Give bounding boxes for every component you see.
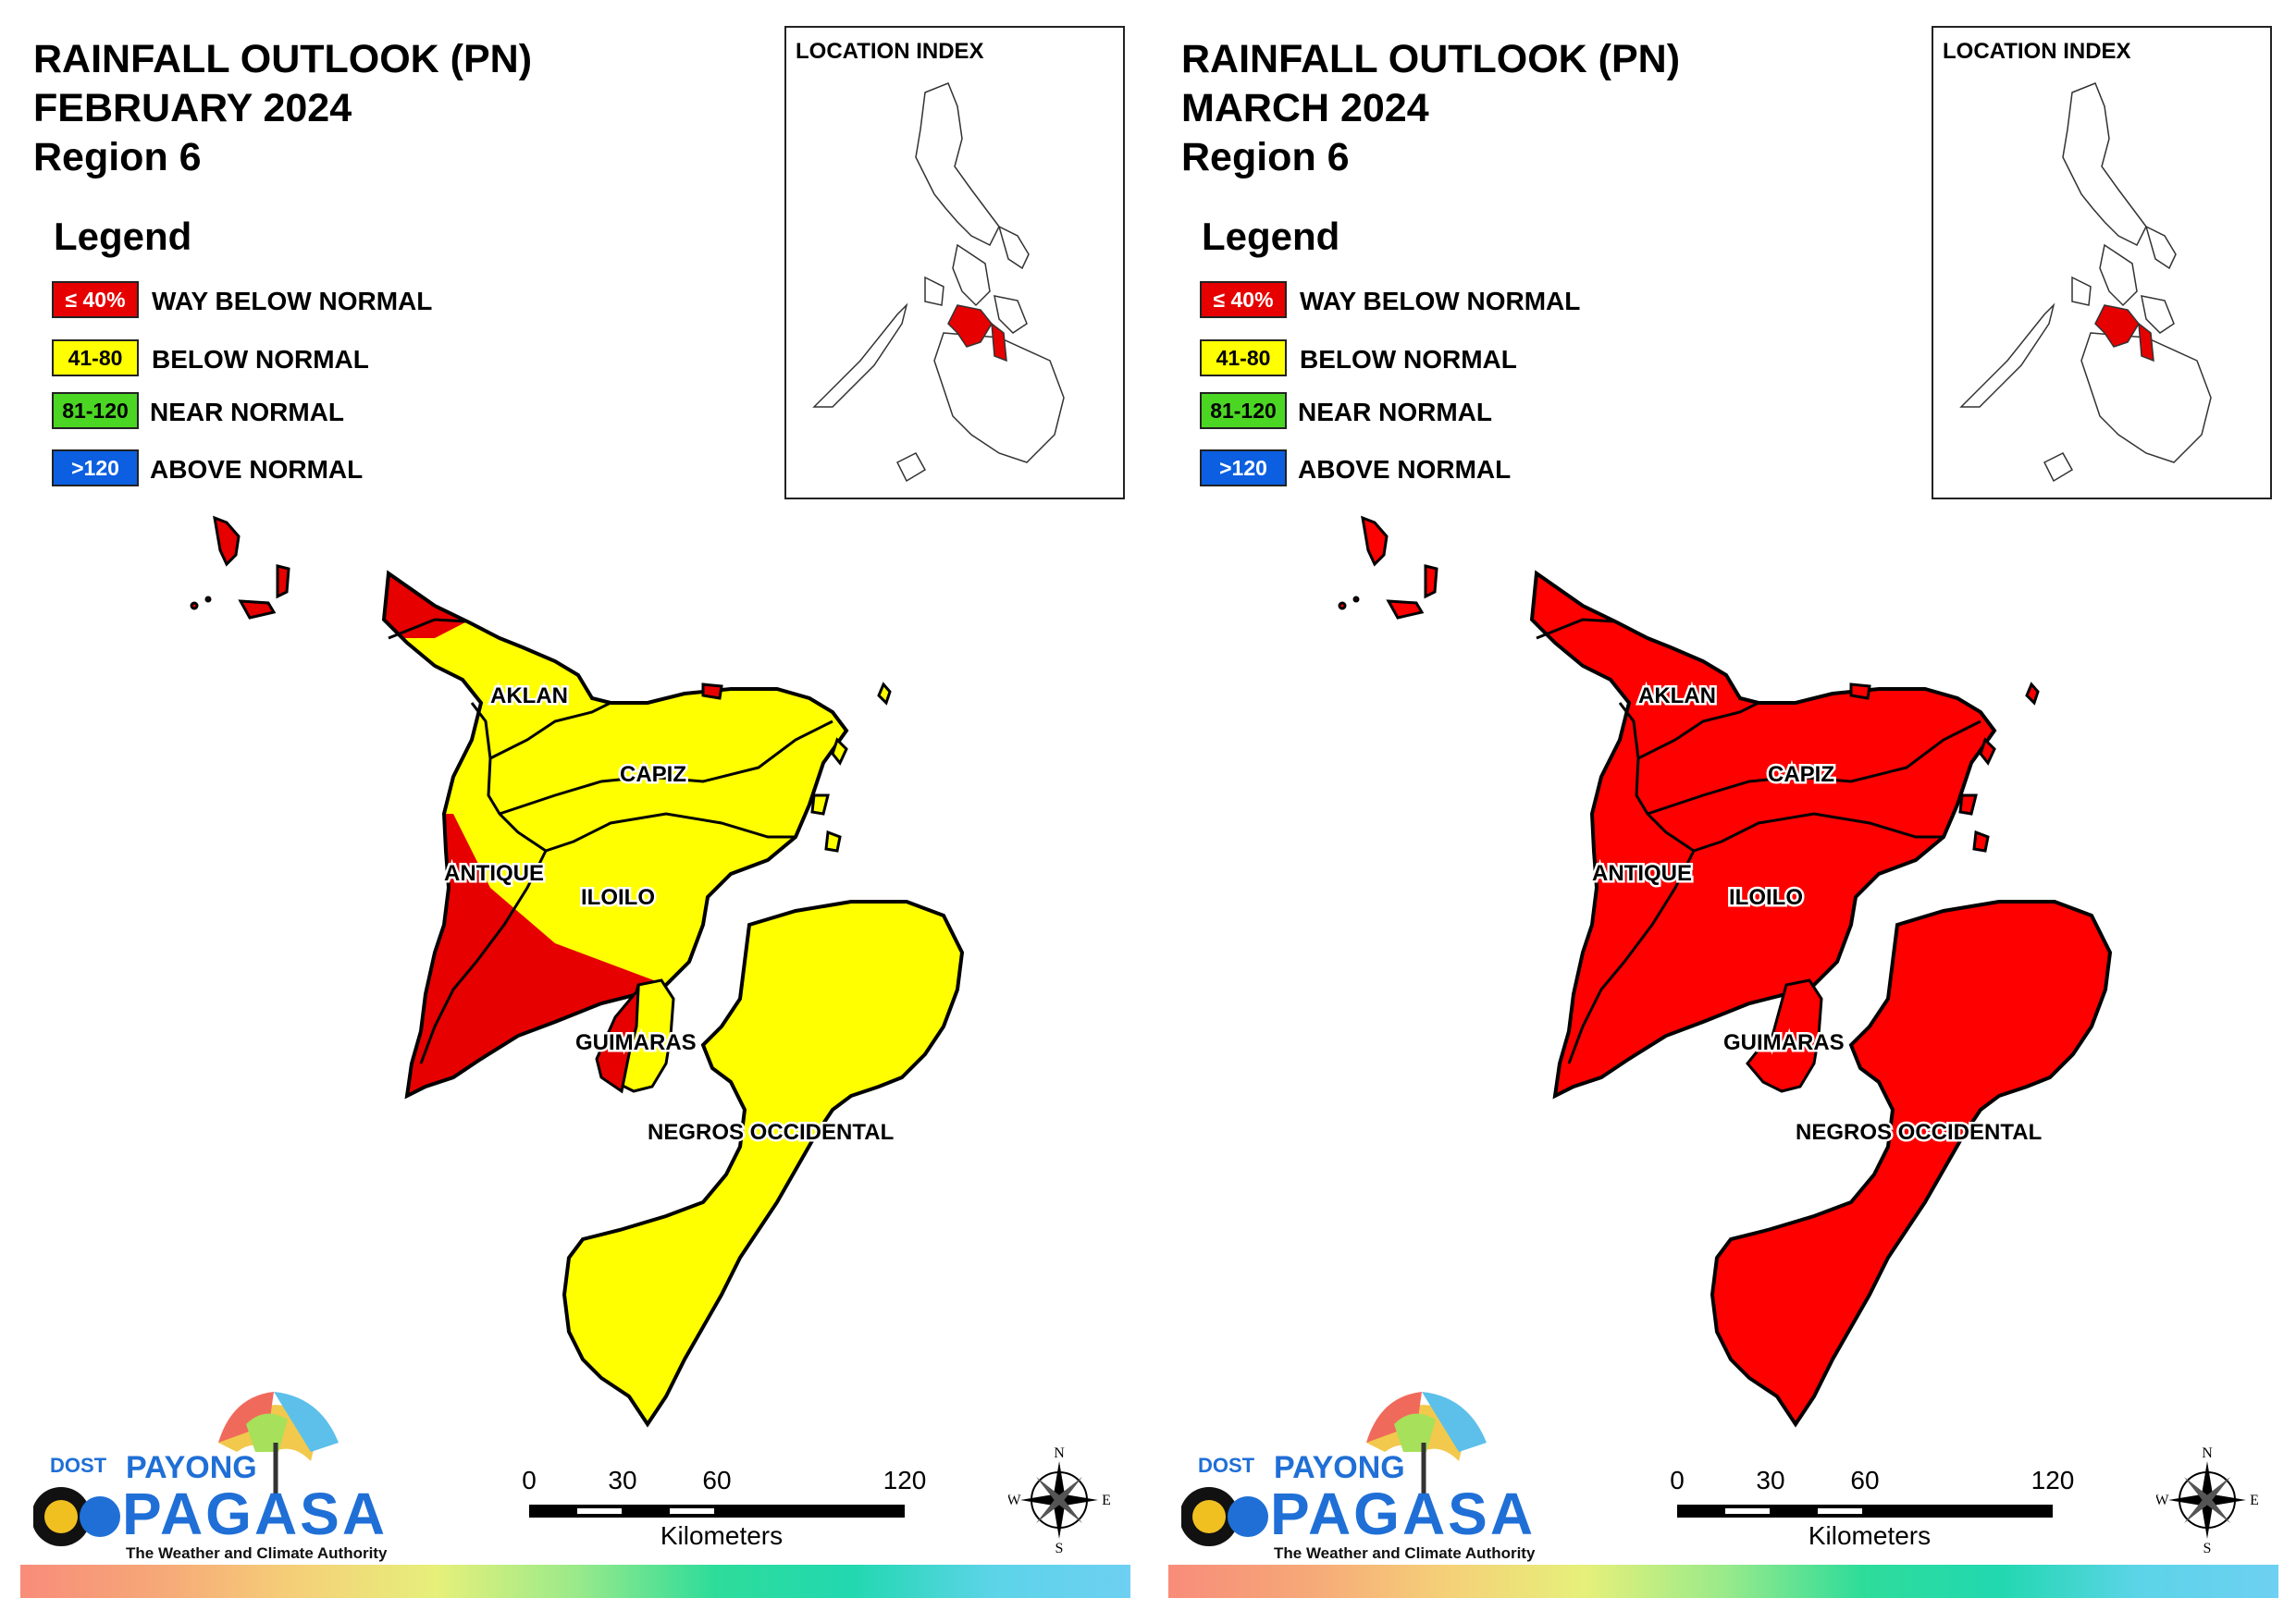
legend-title: Legend (54, 215, 192, 258)
province-label-aklan: AKLAN (1638, 683, 1716, 708)
scale-tick: 30 (1756, 1466, 1785, 1494)
location-index: LOCATION INDEX (784, 26, 1125, 499)
bottom-color-bar (20, 1565, 1130, 1598)
map-title: RAINFALL OUTLOOK (PN) MARCH 2024 Region … (1181, 35, 1680, 182)
scale-tick: 0 (1670, 1466, 1685, 1494)
legend-swatch: 81-120 (52, 392, 139, 429)
province-label-antique: ANTIQUE (444, 861, 544, 886)
negros-occidental-shape (1710, 900, 2113, 1428)
legend-label: WAY BELOW NORMAL (152, 287, 433, 315)
province-label-capiz: CAPIZ (620, 762, 686, 787)
location-index: LOCATION INDEX (1932, 26, 2272, 499)
province-boundaries (388, 618, 833, 1064)
province-label-negros-occidental: NEGROS OCCIDENTAL (648, 1120, 894, 1145)
map-title: RAINFALL OUTLOOK (PN) FEBRUARY 2024 Regi… (33, 35, 532, 182)
compass-rose-icon: N S E W (1006, 1443, 1110, 1556)
province-label-capiz: CAPIZ (1768, 762, 1834, 787)
title-line-3: Region 6 (1181, 135, 1350, 179)
compass-s: S (1055, 1541, 1064, 1554)
province-label-iloilo: ILOILO (581, 885, 655, 910)
province-label-guimaras: GUIMARAS (1723, 1030, 1845, 1055)
title-line-2: FEBRUARY 2024 (33, 86, 352, 130)
scale-bar: 0 30 60 120 Kilometers (1666, 1466, 2075, 1550)
philippines-index-map (812, 82, 1065, 483)
pagasa-logo: DOST PAYONG PAGASA The Weather and Clima… (33, 1387, 389, 1563)
eastern-islets (1849, 682, 2040, 853)
province-label-guimaras: GUIMARAS (575, 1030, 697, 1055)
philippines-index-map (1959, 82, 2212, 483)
scale-bar-graphic (529, 1505, 905, 1518)
compass-s: S (2203, 1541, 2212, 1554)
logo-dost-text: DOST (50, 1454, 107, 1477)
logo-dost-text: DOST (1198, 1454, 1255, 1477)
northern-islands (1338, 515, 1438, 620)
legend-swatch: ≤ 40% (52, 281, 139, 318)
logo-tagline: The Weather and Climate Authority (1274, 1544, 1536, 1562)
location-index-title: LOCATION INDEX (1943, 39, 2131, 64)
guimaras-island (1746, 978, 1823, 1093)
legend-label: BELOW NORMAL (152, 345, 369, 374)
province-label-aklan: AKLAN (490, 683, 568, 708)
legend-label: ABOVE NORMAL (1298, 455, 1512, 484)
negros-occidental-shape (562, 900, 965, 1428)
logo-payong-text: PAYONG (126, 1450, 257, 1485)
compass-e: E (1102, 1493, 1110, 1508)
umbrella-icon (33, 1392, 339, 1546)
logo-tagline: The Weather and Climate Authority (126, 1544, 388, 1562)
legend-swatch: 41-80 (52, 339, 139, 376)
scale-unit: Kilometers (1808, 1521, 1932, 1550)
region6-map-february: AKLAN CAPIZ ANTIQUE ILOILO GUIMARAS NEGR… (190, 515, 965, 1428)
compass-e: E (2250, 1493, 2258, 1508)
logo-payong-text: PAYONG (1274, 1450, 1405, 1485)
guimaras-island (595, 978, 675, 1094)
legend-swatch: 81-120 (1200, 392, 1287, 429)
province-label-negros-occidental: NEGROS OCCIDENTAL (1796, 1120, 2042, 1145)
province-boundaries (1536, 618, 1981, 1064)
eastern-islets (701, 682, 892, 853)
province-label-iloilo: ILOILO (1729, 885, 1803, 910)
legend-swatch: ≤ 40% (1200, 281, 1287, 318)
scale-tick: 60 (1850, 1466, 1880, 1494)
umbrella-icon (1181, 1392, 1487, 1546)
scale-tick: 30 (608, 1466, 637, 1494)
northern-islands (190, 515, 290, 620)
scale-tick: 0 (522, 1466, 537, 1494)
compass-n: N (1054, 1445, 1065, 1461)
scale-tick: 60 (702, 1466, 732, 1494)
legend-label: NEAR NORMAL (1298, 398, 1492, 426)
scale-unit: Kilometers (660, 1521, 784, 1550)
location-index-title: LOCATION INDEX (796, 39, 984, 64)
legend-swatch: >120 (52, 449, 139, 486)
title-line-3: Region 6 (33, 135, 202, 179)
legend-title: Legend (1202, 215, 1340, 258)
compass-w: W (1008, 1493, 1021, 1508)
compass-n: N (2202, 1445, 2213, 1461)
legend-swatch: 41-80 (1200, 339, 1287, 376)
title-line-2: MARCH 2024 (1181, 86, 1429, 130)
legend-label: WAY BELOW NORMAL (1300, 287, 1581, 315)
pagasa-logo: DOST PAYONG PAGASA The Weather and Clima… (1181, 1387, 1537, 1563)
region6-map-march: AKLAN CAPIZ ANTIQUE ILOILO GUIMARAS NEGR… (1338, 515, 2113, 1428)
logo-pagasa-text: PAGASA (122, 1481, 389, 1547)
province-label-antique: ANTIQUE (1592, 861, 1692, 886)
title-line-1: RAINFALL OUTLOOK (PN) (33, 37, 533, 81)
legend-swatch: >120 (1200, 449, 1287, 486)
legend-label: NEAR NORMAL (150, 398, 344, 426)
outlook-panel-march: RAINFALL OUTLOOK (PN) MARCH 2024 Region … (1148, 0, 2296, 1623)
compass-w: W (2156, 1493, 2169, 1508)
compass-rose-icon: N S E W (2154, 1443, 2258, 1556)
title-line-1: RAINFALL OUTLOOK (PN) (1181, 37, 1681, 81)
legend-label: ABOVE NORMAL (150, 455, 364, 484)
scale-tick: 120 (883, 1466, 927, 1494)
scale-bar: 0 30 60 120 Kilometers (518, 1466, 927, 1550)
outlook-panel-february: RAINFALL OUTLOOK (PN) FEBRUARY 2024 Regi… (20, 26, 1130, 1598)
legend-label: BELOW NORMAL (1300, 345, 1517, 374)
scale-tick: 120 (2031, 1466, 2075, 1494)
scale-bar-graphic (1677, 1505, 2053, 1518)
bottom-color-bar (1168, 1565, 2278, 1598)
logo-pagasa-text: PAGASA (1270, 1481, 1537, 1547)
